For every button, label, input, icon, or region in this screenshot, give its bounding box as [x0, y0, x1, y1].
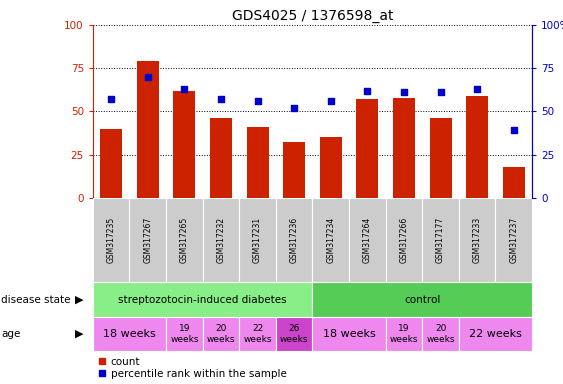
Text: 19
weeks: 19 weeks: [390, 324, 418, 344]
Point: [217, 96, 226, 103]
Text: 19
weeks: 19 weeks: [170, 324, 199, 344]
Text: streptozotocin-induced diabetes: streptozotocin-induced diabetes: [118, 295, 287, 305]
Bar: [312, 198, 349, 282]
Point: [363, 88, 372, 94]
Bar: [210, 118, 232, 198]
Text: ▶: ▶: [74, 329, 83, 339]
Text: 20
weeks: 20 weeks: [207, 324, 235, 344]
Bar: [283, 142, 305, 198]
Text: GSM317266: GSM317266: [400, 217, 408, 263]
Title: GDS4025 / 1376598_at: GDS4025 / 1376598_at: [232, 8, 393, 23]
Point: [144, 74, 153, 80]
Bar: [320, 137, 342, 198]
Bar: [100, 129, 122, 198]
Bar: [503, 167, 525, 198]
Bar: [239, 198, 276, 282]
Text: GSM317264: GSM317264: [363, 217, 372, 263]
Point: [436, 89, 445, 95]
Bar: [349, 198, 386, 282]
Bar: [312, 317, 386, 351]
Text: GSM317265: GSM317265: [180, 217, 189, 263]
Bar: [422, 198, 459, 282]
Bar: [430, 118, 452, 198]
Bar: [386, 198, 422, 282]
Bar: [247, 127, 269, 198]
Text: 22
weeks: 22 weeks: [243, 324, 272, 344]
Text: 18 weeks: 18 weeks: [103, 329, 156, 339]
Text: GSM317231: GSM317231: [253, 217, 262, 263]
Text: 18 weeks: 18 weeks: [323, 329, 376, 339]
Bar: [459, 198, 495, 282]
Text: disease state: disease state: [1, 295, 70, 305]
Point: [400, 89, 409, 95]
Bar: [276, 198, 312, 282]
Bar: [276, 317, 312, 351]
Bar: [93, 198, 129, 282]
Point: [107, 96, 116, 103]
Bar: [166, 317, 203, 351]
Text: GSM317267: GSM317267: [144, 217, 152, 263]
Bar: [93, 282, 312, 317]
Bar: [93, 317, 166, 351]
Bar: [386, 317, 422, 351]
Text: control: control: [404, 295, 440, 305]
Bar: [495, 198, 532, 282]
Point: [473, 86, 482, 92]
Text: age: age: [1, 329, 20, 339]
Text: GSM317232: GSM317232: [217, 217, 225, 263]
Bar: [239, 317, 276, 351]
Point: [253, 98, 262, 104]
Text: GSM317177: GSM317177: [436, 217, 445, 263]
Point: [290, 105, 299, 111]
Text: GSM317237: GSM317237: [510, 217, 518, 263]
Text: 22 weeks: 22 weeks: [469, 329, 522, 339]
Bar: [459, 317, 532, 351]
Text: GSM317233: GSM317233: [473, 217, 481, 263]
Bar: [312, 282, 532, 317]
Bar: [166, 198, 203, 282]
Text: GSM317234: GSM317234: [327, 217, 335, 263]
Bar: [137, 61, 159, 198]
Text: ▶: ▶: [74, 295, 83, 305]
Legend: count, percentile rank within the sample: count, percentile rank within the sample: [98, 357, 287, 379]
Text: 20
weeks: 20 weeks: [426, 324, 455, 344]
Point: [180, 86, 189, 92]
Bar: [203, 198, 239, 282]
Text: GSM317236: GSM317236: [290, 217, 298, 263]
Bar: [203, 317, 239, 351]
Text: 26
weeks: 26 weeks: [280, 324, 309, 344]
Bar: [129, 198, 166, 282]
Point: [327, 98, 336, 104]
Bar: [356, 99, 378, 198]
Point: [509, 127, 518, 134]
Bar: [422, 317, 459, 351]
Bar: [466, 96, 488, 198]
Bar: [393, 98, 415, 198]
Bar: [173, 91, 195, 198]
Text: GSM317235: GSM317235: [107, 217, 115, 263]
